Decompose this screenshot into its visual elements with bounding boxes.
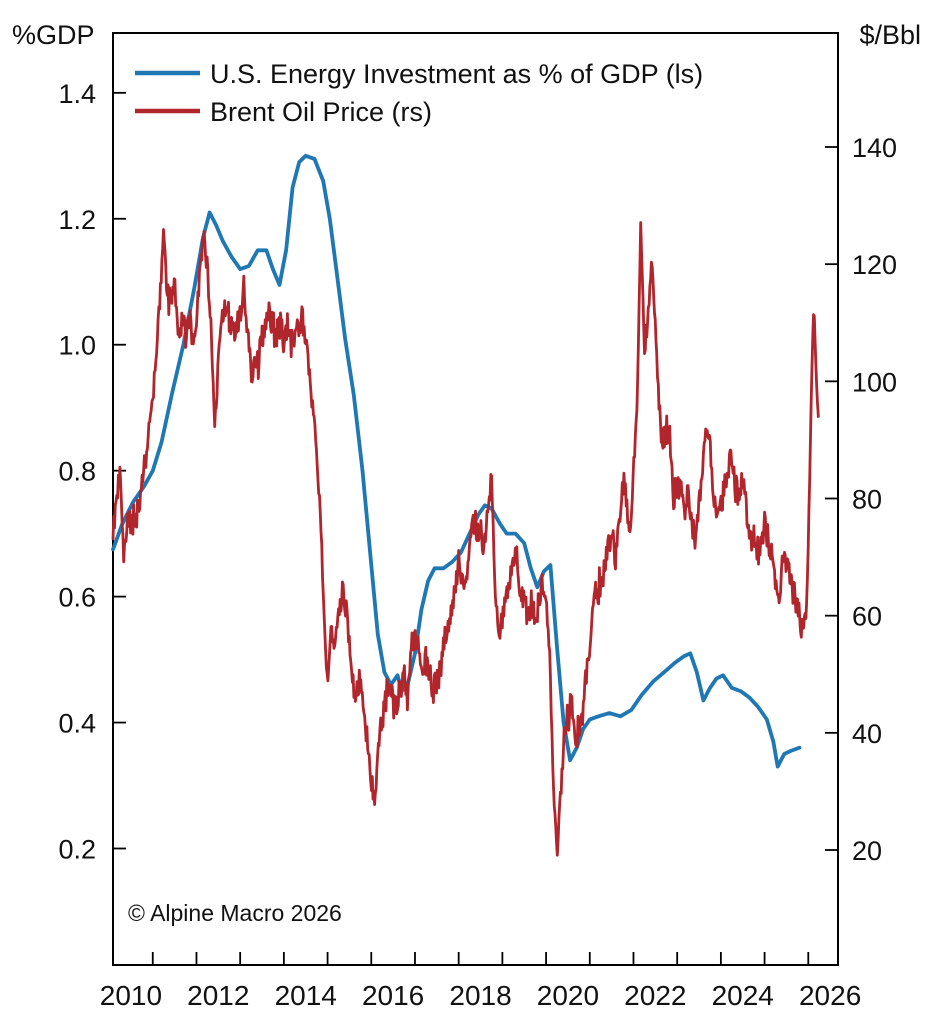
left-axis-tick-label: 1.0 — [58, 331, 96, 361]
right-axis-tick-label: 20 — [852, 836, 882, 866]
left-axis-tick-label: 1.4 — [58, 79, 96, 109]
x-axis-ticks: 2010 2012 2014 2016 2018 2020 2022 2024 2026 — [100, 952, 861, 1011]
left-axis-tick-label: 0.8 — [58, 457, 96, 487]
right-axis-tick-label: 140 — [852, 133, 897, 163]
plot-border — [112, 32, 839, 966]
right-axis-tick-label: 120 — [852, 250, 897, 280]
left-axis-ticks: 0.2 0.4 0.6 0.8 1.0 1.2 1.4 — [58, 79, 126, 865]
x-axis-tick-label: 2026 — [799, 980, 861, 1011]
right-axis-unit-label: $/Bbl — [859, 20, 921, 50]
investment-legend-label: U.S. Energy Investment as % of GDP (ls) — [210, 59, 703, 89]
legend-item-brent: Brent Oil Price (rs) — [135, 97, 432, 127]
left-axis-tick-label: 0.4 — [58, 709, 96, 739]
left-axis-unit-label: %GDP — [12, 20, 95, 50]
x-axis-tick-label: 2010 — [100, 980, 162, 1011]
right-axis-tick-label: 60 — [852, 602, 882, 632]
brent-legend-label: Brent Oil Price (rs) — [210, 97, 432, 127]
legend: U.S. Energy Investment as % of GDP (ls) … — [135, 59, 703, 127]
right-axis-tick-label: 40 — [852, 719, 882, 749]
x-axis-tick-label: 2020 — [537, 980, 599, 1011]
right-axis-ticks: 20 40 60 80 100 120 140 — [825, 133, 897, 866]
right-axis-tick-label: 80 — [852, 485, 882, 515]
copyright-note: © Alpine Macro 2026 — [128, 900, 342, 926]
x-axis-tick-label: 2014 — [275, 980, 337, 1011]
legend-item-investment: U.S. Energy Investment as % of GDP (ls) — [135, 59, 703, 89]
x-axis-tick-label: 2024 — [712, 980, 774, 1011]
x-axis-tick-label: 2018 — [449, 980, 511, 1011]
x-axis-tick-label: 2012 — [187, 980, 249, 1011]
x-axis-tick-label: 2016 — [362, 980, 424, 1011]
left-axis-tick-label: 1.2 — [58, 205, 96, 235]
left-axis-tick-label: 0.6 — [58, 583, 96, 613]
x-axis-tick-label: 2022 — [624, 980, 686, 1011]
right-axis-tick-label: 100 — [852, 367, 897, 397]
investment-line — [111, 153, 802, 769]
left-axis-tick-label: 0.2 — [58, 835, 96, 865]
brent-line — [111, 221, 820, 857]
